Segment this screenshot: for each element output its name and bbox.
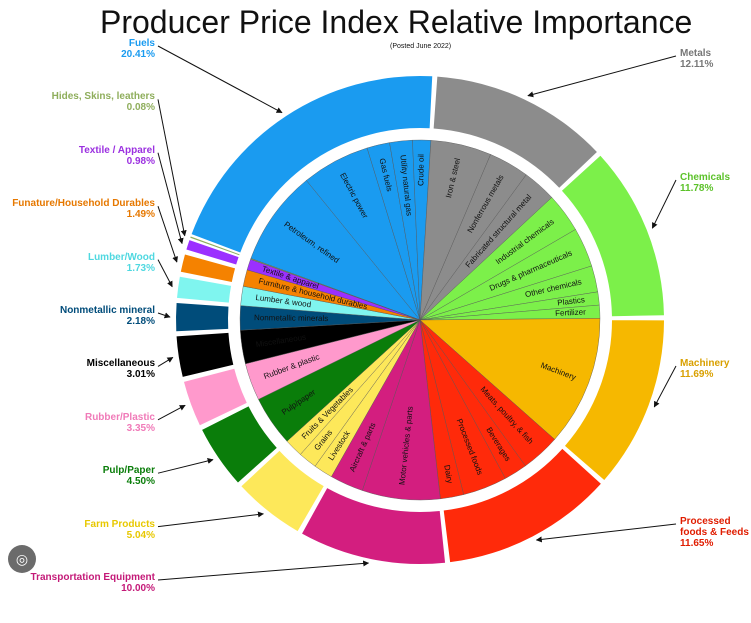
callout-name: Fuels <box>128 38 155 49</box>
outer-ring <box>175 75 664 564</box>
inner-label-fertilizer: Fertilizer <box>555 307 586 317</box>
inner-label-nonmetallic-minerals: Nonmetallic minerals <box>254 313 328 323</box>
callout-funature-household-durables: Funature/Household Durables 1.49% <box>12 198 155 220</box>
inner-label-crude-oil: Crude oil <box>416 154 425 186</box>
leader-pulp-paper <box>157 457 214 474</box>
inner-slice-machinery <box>419 318 601 440</box>
callout-name: Lumber/Wood <box>87 251 155 263</box>
callout-machinery: Machinery 11.69% <box>680 358 729 380</box>
callout-value: 11.69% <box>680 369 714 380</box>
callout-name: Pulp/Paper <box>102 465 155 477</box>
callout-chemicals: Chemicals 11.78% <box>680 172 730 194</box>
callout-textile-apparel: Textile / Apparel 0.98% <box>79 145 155 167</box>
callout-fuels: Fuels 20.41% <box>121 38 155 60</box>
callout-name: Funature/Household Durables <box>12 198 155 210</box>
callout-name: Processed foods & Feeds <box>680 516 749 538</box>
callout-value: 1.49% <box>126 209 155 221</box>
leader-transportation-equipment <box>157 560 370 581</box>
callout-lumber-wood: Lumber/Wood 1.73% <box>88 252 155 274</box>
callout-transportation-equipment: Transportation Equipment 10.00% <box>31 572 155 594</box>
callout-value: 3.01% <box>126 369 155 381</box>
chart-title: Producer Price Index Relative Importance <box>100 4 693 40</box>
leader-hides-skins-leathers <box>157 99 187 237</box>
lens-icon[interactable]: ◎ <box>8 545 36 573</box>
leader-funature-household-durables <box>157 206 178 263</box>
callout-rubber-plastic: Rubber/Plastic 3.35% <box>85 412 155 434</box>
leader-machinery <box>653 365 677 408</box>
callout-name: Chemicals <box>680 172 731 183</box>
outer-segment-lumber-wood <box>177 276 232 303</box>
callout-value: 11.78% <box>680 183 714 194</box>
outer-segment-textile-apparel <box>186 240 239 265</box>
callout-pulp-paper: Pulp/Paper 4.50% <box>103 465 155 487</box>
leader-fuels <box>157 45 283 114</box>
outer-segment-chemicals <box>561 155 664 317</box>
callout-value: 12.11% <box>680 59 714 70</box>
callout-metals: Metals 12.11% <box>680 48 713 70</box>
outer-segment-transportation-equipment <box>302 488 446 564</box>
outer-segment-machinery <box>564 320 664 480</box>
inner-slice-petroleum-refined <box>250 180 421 321</box>
callout-value: 0.08% <box>126 102 155 114</box>
callout-value: 3.35% <box>126 422 155 434</box>
callout-name: Rubber/Plastic <box>84 411 155 423</box>
callout-value: 5.04% <box>126 529 155 541</box>
outer-segment-metals <box>433 76 597 188</box>
outer-segment-hides-skins-leathers <box>190 236 240 256</box>
callout-name: Hides, Skins, leathers <box>51 91 155 103</box>
leader-metals <box>527 55 677 98</box>
callout-miscellaneous: Miscellaneous 3.01% <box>87 358 155 380</box>
outer-segment-processed-foods-feeds <box>443 448 601 563</box>
callout-name: Machinery <box>680 358 730 369</box>
callout-name: Miscellaneous <box>86 358 155 370</box>
leader-lumber-wood <box>157 259 173 288</box>
outer-segment-funature-household-durables <box>180 254 236 282</box>
inner-pie <box>239 139 601 501</box>
leader-lines <box>157 45 677 581</box>
callout-value: 0.98% <box>126 155 155 167</box>
callout-value: 20.41% <box>121 49 155 60</box>
leader-rubber-plastic <box>157 404 186 421</box>
leader-textile-apparel <box>157 152 184 245</box>
inner-label-dairy: Dairy <box>442 464 454 484</box>
outer-segment-pulp-paper <box>202 406 277 483</box>
leader-farm-products <box>157 511 264 528</box>
callout-value: 4.50% <box>126 476 155 488</box>
callout-name: Metals <box>680 48 712 59</box>
outer-segment-farm-products <box>241 450 324 532</box>
inner-label-plastics: Plastics <box>557 295 585 307</box>
outer-segment-miscellaneous <box>176 332 234 377</box>
callout-processed-foods-feeds: Processed foods & Feeds 11.65% <box>680 516 751 549</box>
leader-nonmetallic-mineral <box>157 312 171 319</box>
outer-segment-rubber-plastic <box>183 368 247 426</box>
leader-chemicals <box>651 179 677 229</box>
callout-value: 10.00% <box>121 583 155 594</box>
callout-name: Nonmetallic mineral <box>59 305 155 316</box>
callout-name: Textile / Apparel <box>78 144 155 156</box>
leader-miscellaneous <box>157 356 174 367</box>
outer-segment-fuels <box>191 75 433 253</box>
callout-value: 11.65% <box>680 538 714 549</box>
callout-farm-products: Farm Products 5.04% <box>84 519 155 541</box>
callout-value: 1.73% <box>126 262 155 274</box>
chart-subtitle: (Posted June 2022) <box>390 43 452 50</box>
outer-segment-nonmetallic-mineral <box>175 303 229 332</box>
callout-hides-skins-leathers: Hides, Skins, leathers 0.08% <box>52 91 155 113</box>
callout-nonmetallic-mineral: Nonmetallic mineral 2.18% <box>60 305 155 327</box>
leader-processed-foods-feeds <box>535 523 677 543</box>
callout-name: Farm Products <box>84 518 155 530</box>
inner-slice-hides-skins-leathers <box>250 258 421 321</box>
callout-name: Transportation Equipment <box>30 572 155 583</box>
callout-value: 2.18% <box>126 316 155 327</box>
